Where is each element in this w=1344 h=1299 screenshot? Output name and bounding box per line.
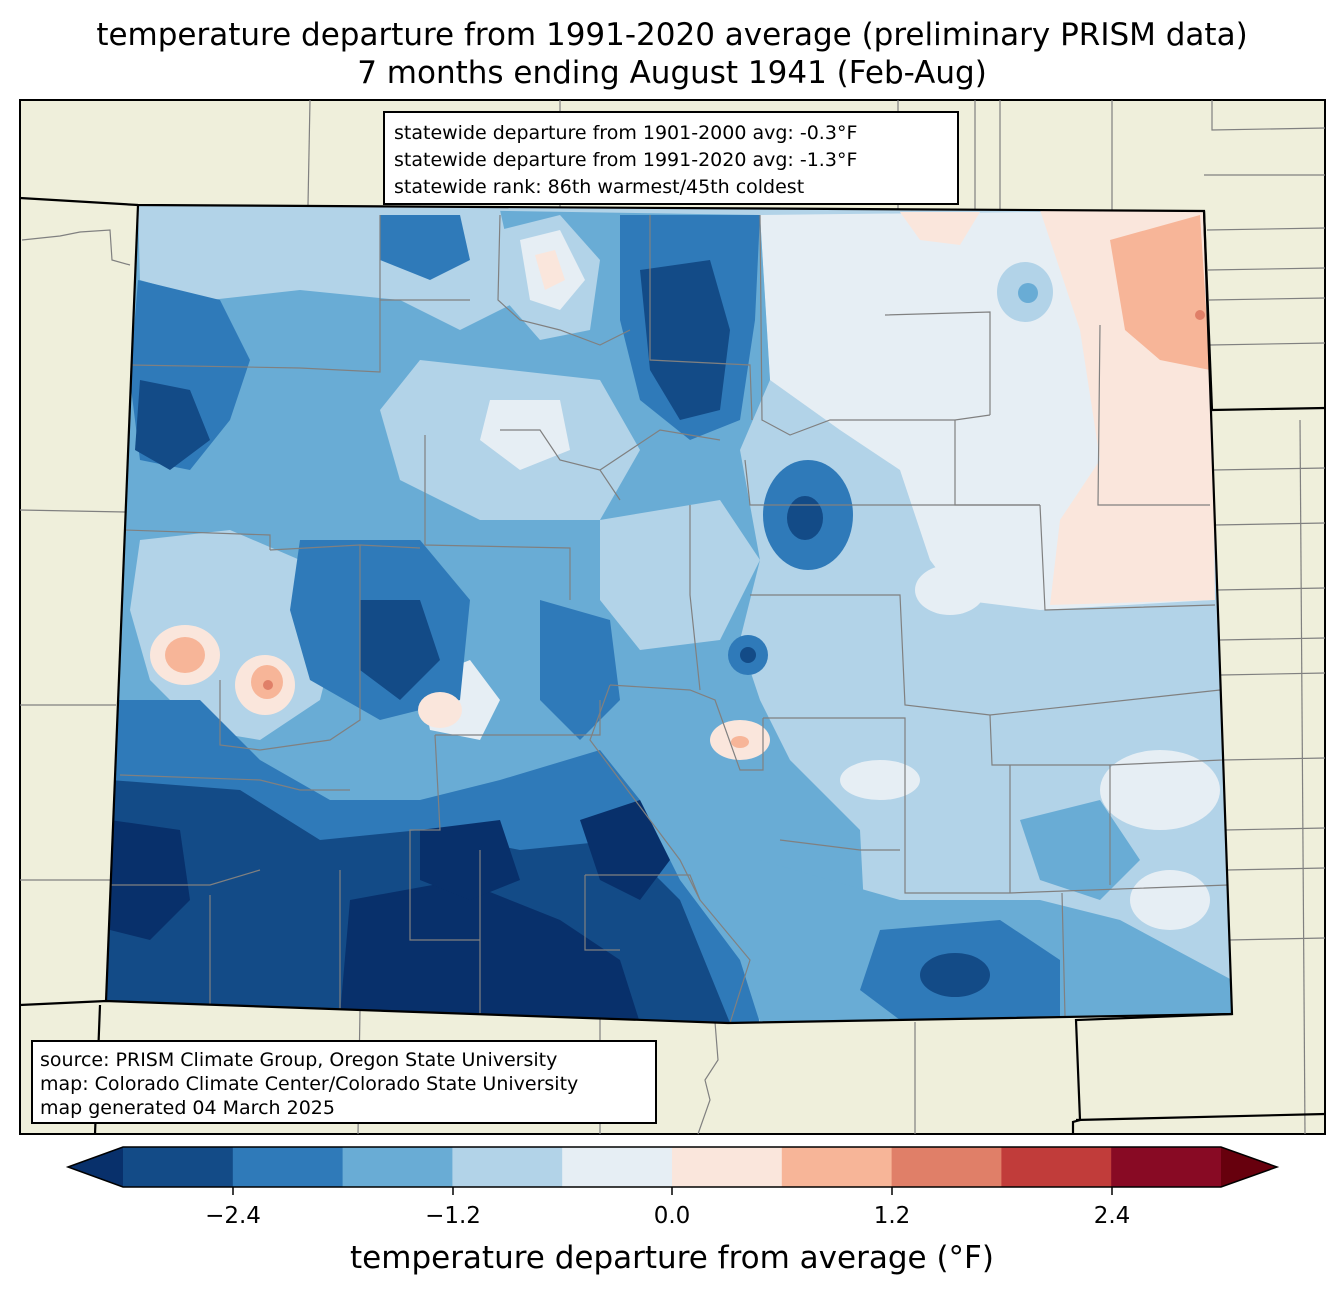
stats-line-1901-2000: statewide departure from 1901-2000 avg: … [394,122,858,144]
source-line-generated: map generated 04 March 2025 [40,1097,335,1119]
colorbar-label: temperature departure from average (°F) [350,1240,994,1276]
colorbar-tick-label: −1.2 [425,1203,481,1229]
colorbar-bin [781,1147,893,1187]
temperature-field [106,205,1232,1023]
statewide-stats-box: statewide departure from 1901-2000 avg: … [383,111,959,205]
colorbar-bin [342,1147,453,1187]
county-lines [110,214,1229,1023]
stats-line-rank: statewide rank: 86th warmest/45th coldes… [394,176,805,198]
colorbar [65,1146,1280,1195]
colorbar-under-arrow [68,1147,123,1187]
source-box: source: PRISM Climate Group, Oregon Stat… [31,1040,657,1124]
colorbar-bin [1001,1147,1112,1187]
colorbar-bin [232,1147,344,1187]
colorbar-tick-label: 0.0 [653,1203,691,1229]
colorbar-over-arrow [1221,1147,1277,1187]
colorbar-bin [672,1147,783,1187]
colorbar-tick-label: −2.4 [205,1203,261,1229]
source-line-map: map: Colorado Climate Center/Colorado St… [40,1073,579,1095]
colorbar-bin [123,1147,234,1187]
colorbar-tick-label: 2.4 [1093,1203,1131,1229]
map-title-line1: temperature departure from 1991-2020 ave… [96,17,1248,53]
colorbar-bin [562,1147,673,1187]
stats-line-1991-2020: statewide departure from 1991-2020 avg: … [394,149,858,171]
colorbar-tick-label: 1.2 [873,1203,911,1229]
source-line-prism: source: PRISM Climate Group, Oregon Stat… [40,1049,558,1071]
colorbar-bin [1111,1147,1222,1187]
colorbar-bin [452,1147,563,1187]
colorbar-bin [891,1147,1002,1187]
map-title-line2: 7 months ending August 1941 (Feb-Aug) [357,55,987,91]
